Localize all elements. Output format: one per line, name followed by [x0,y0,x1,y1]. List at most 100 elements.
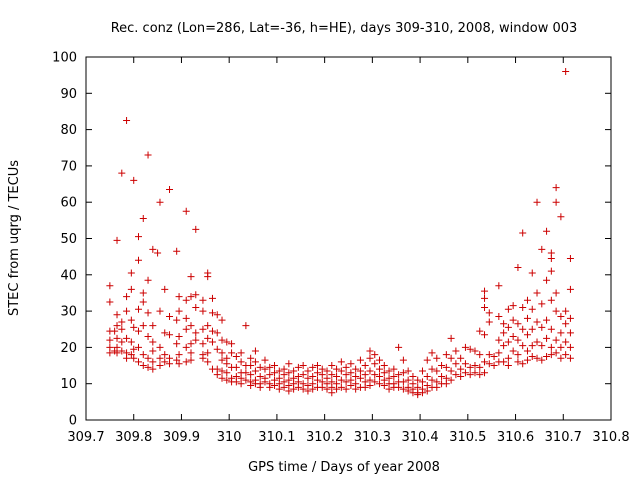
data-point [476,351,484,359]
data-point [485,360,493,368]
y-tick-label: 40 [60,268,77,283]
data-point [199,354,207,362]
y-tick-label: 0 [69,414,77,429]
data-point [156,354,164,362]
y-tick-label: 30 [60,305,77,320]
data-point [149,358,157,366]
y-tick-label: 50 [60,232,77,247]
data-point [557,329,565,337]
data-point [144,276,152,284]
data-point [461,360,469,368]
data-point [409,372,417,380]
data-point [361,371,369,379]
data-point [552,184,560,192]
data-points [106,68,574,399]
y-tick: 70 [60,159,611,174]
data-point [127,351,135,359]
data-point [175,307,183,315]
data-point [481,303,489,311]
data-point [187,356,195,364]
data-point [552,198,560,206]
data-point [144,333,152,341]
data-point [223,338,231,346]
data-point [504,305,512,313]
data-point [199,307,207,315]
data-point [337,358,345,366]
data-point [337,383,345,391]
data-point [204,322,212,330]
data-point [495,282,503,290]
x-tick: 310.2 [306,57,343,445]
data-point [213,311,221,319]
data-point [566,285,574,293]
data-point [333,385,341,393]
data-point [318,371,326,379]
data-point [504,323,512,331]
data-point [182,296,190,304]
data-point [290,367,298,375]
data-point [519,229,527,237]
data-point [204,334,212,342]
data-point [481,331,489,339]
data-point [466,371,474,379]
data-point [232,352,240,360]
data-point [538,342,546,350]
data-point [237,349,245,357]
data-point [428,365,436,373]
data-point [461,369,469,377]
data-point [161,358,169,366]
data-point [476,371,484,379]
x-tick-label: 309.8 [115,430,152,445]
data-point [557,343,565,351]
data-point [123,354,131,362]
data-point [337,367,345,375]
data-point [144,309,152,317]
data-point [504,338,512,346]
data-point [366,382,374,390]
data-point [123,117,131,125]
data-point [161,285,169,293]
x-tick-label: 309.9 [163,430,200,445]
data-point [271,362,279,370]
data-point [523,331,531,339]
data-point [418,389,426,397]
data-point [547,254,555,262]
data-point [213,345,221,353]
data-point [519,325,527,333]
data-point [514,358,522,366]
data-point [547,267,555,275]
data-point [509,302,517,310]
data-point [139,362,147,370]
data-point [543,276,551,284]
data-point [173,356,181,364]
data-point [187,322,195,330]
data-point [476,363,484,371]
data-point [156,198,164,206]
data-point [523,356,531,364]
data-point [309,372,317,380]
data-point [399,378,407,386]
data-point [328,371,336,379]
data-point [251,367,259,375]
data-point [519,360,527,368]
data-point [242,376,250,384]
data-point [376,365,384,373]
data-point [342,363,350,371]
data-point [433,383,441,391]
data-point [223,376,231,384]
data-point [366,347,374,355]
data-point [557,354,565,362]
data-point [447,367,455,375]
data-point [562,307,570,315]
x-tick: 310.6 [497,57,534,445]
data-point [514,336,522,344]
y-tick-label: 100 [52,51,77,66]
data-point [127,285,135,293]
x-tick: 310.7 [545,57,582,445]
data-point [376,356,384,364]
data-point [280,383,288,391]
data-point [251,347,259,355]
data-point [562,338,570,346]
data-point [485,309,493,317]
data-point [538,356,546,364]
